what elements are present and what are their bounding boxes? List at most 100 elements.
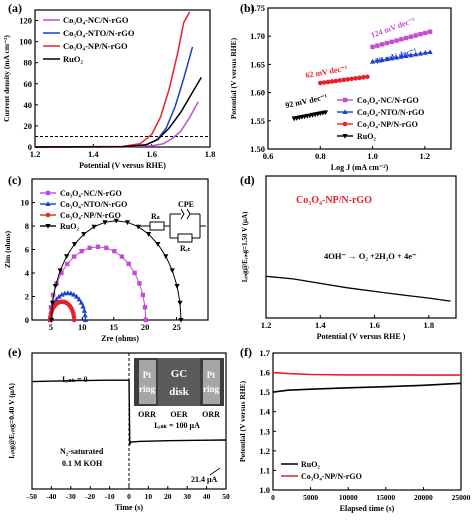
y-tick-label: 1.70 <box>250 31 265 41</box>
equivalent-circuit: Rₛ CPE Rₑₜ <box>136 200 206 253</box>
reaction-label-oer: OER <box>170 410 188 419</box>
y-tick-label: 4 <box>25 268 30 278</box>
data-point <box>417 50 424 56</box>
panel-letter: (d) <box>240 173 255 187</box>
legend-marker <box>45 212 51 218</box>
data-point <box>369 58 376 64</box>
panel-letter: (e) <box>8 345 21 359</box>
data-point <box>365 74 370 80</box>
y-tick-label: 6 <box>25 245 29 255</box>
panel-c: 5 10 15 20 25 0 2 4 6 8 10 Zre (ohms) Zim (ohms) (c) C… <box>3 173 209 343</box>
data-point <box>413 33 418 38</box>
data-point <box>74 293 80 299</box>
cpe-label: CPE <box>178 200 194 209</box>
y-tick-label: 8 <box>25 221 29 231</box>
x-axis-label: Time (s) <box>115 503 143 512</box>
x-tick-label: 1.2 <box>261 320 272 330</box>
legend-label: RuO₂ <box>301 460 320 469</box>
legend-label: Co₃O₄-NP/N-rGO <box>63 41 128 51</box>
data-point <box>174 284 180 289</box>
panel-b: 0.6 0.8 1.0 1.2 1.50 1.55 1.60 1.65 1.70 1.75 Log … <box>229 1 452 172</box>
series-title: Co₃O₄-NP/N-rGO <box>296 195 372 206</box>
y-tick-label: 1.50 <box>250 144 265 154</box>
data-point <box>72 241 78 247</box>
data-point <box>413 51 419 57</box>
cpe-element <box>180 208 191 220</box>
data-point <box>132 270 137 276</box>
legend-marker <box>342 109 348 114</box>
x-tick-label: 1.4 <box>88 149 99 159</box>
data-point <box>87 245 92 251</box>
data-point <box>135 224 141 230</box>
y-axis-label: Potential (V versus RHE) <box>238 380 247 462</box>
y-tick-label: 1.60 <box>250 88 265 98</box>
data-point <box>398 53 404 59</box>
gc-disk <box>158 358 200 406</box>
panel-letter: (c) <box>8 173 21 187</box>
data-point <box>146 232 152 237</box>
data-point <box>78 299 84 305</box>
data-point <box>71 291 77 297</box>
data-point <box>81 232 87 237</box>
plot-frame <box>272 352 462 491</box>
ring-label-top: Pt <box>207 370 216 380</box>
data-point <box>418 32 423 37</box>
data-point <box>379 57 385 62</box>
legend-label: Co₃O₄-NTO/N-rGO <box>357 108 424 117</box>
y-tick-label: 0 <box>28 142 32 152</box>
data-point <box>423 30 428 36</box>
data-point <box>126 261 131 267</box>
data-point <box>65 290 71 296</box>
x-tick-label: 10 <box>145 492 153 501</box>
data-point <box>353 76 358 81</box>
y-tick-label: 1.3 <box>259 426 270 436</box>
data-point <box>384 56 390 62</box>
x-tick-label: 15 <box>109 322 118 332</box>
x-tick-label: 1.8 <box>424 320 435 330</box>
x-tick-label: 30 <box>183 492 191 501</box>
data-point <box>143 317 148 323</box>
series-line <box>272 371 461 376</box>
data-point <box>59 291 65 297</box>
annotation-pointer <box>209 467 221 476</box>
legend-marker <box>342 121 348 127</box>
legend-label: Co₃O₄-NC/N-rGO <box>357 96 419 105</box>
legend-marker <box>45 190 51 196</box>
data-point <box>124 220 131 226</box>
x-tick-label: 20 <box>164 492 172 501</box>
x-tick-label: 40 <box>203 492 211 501</box>
data-point <box>321 80 327 85</box>
x-tick-label: 5000 <box>303 493 318 502</box>
ring-label-bottom: ring <box>139 384 156 394</box>
tafel-slope-label: 92 mV dec⁻¹ <box>285 92 329 110</box>
data-point <box>389 55 395 61</box>
y-tick-label: 60 <box>24 79 33 89</box>
x-tick-label: -40 <box>46 492 56 501</box>
legend-label: Co₃O₄-NP/N-rGO <box>357 120 418 129</box>
x-axis-label: Potential (V versus RHE ) <box>317 332 406 341</box>
data-point <box>361 75 366 80</box>
y-tick-label: 20 <box>24 121 33 131</box>
data-point <box>82 317 89 322</box>
x-tick-label: 10000 <box>339 493 358 502</box>
y-tick-label: 1.75 <box>250 3 265 13</box>
x-tick-label: 20000 <box>414 493 433 502</box>
x-axis-label: Elapsed time (s) <box>340 504 395 513</box>
rrde-electrode-diagram: Pt ring Pt ring GC disk ORR OER ORR <box>134 358 224 419</box>
x-tick-label: 1.4 <box>315 320 326 330</box>
data-point <box>322 110 329 116</box>
data-point <box>169 268 175 274</box>
y-tick-label: 1.55 <box>250 116 265 126</box>
x-tick-label: 25000 <box>452 493 471 502</box>
data-point <box>56 293 62 299</box>
data-point <box>427 49 433 54</box>
x-tick-label: 15000 <box>376 493 395 502</box>
x-tick-label: 1.2 <box>420 151 431 161</box>
legend-marker <box>45 224 51 229</box>
legend-marker <box>45 201 51 206</box>
x-axis-label: Potential (V versus RHE) <box>79 161 166 170</box>
data-point <box>71 254 77 259</box>
y-tick-label: 2 <box>25 292 29 302</box>
y-axis-label: Current density (mA cm⁻²) <box>2 35 11 122</box>
